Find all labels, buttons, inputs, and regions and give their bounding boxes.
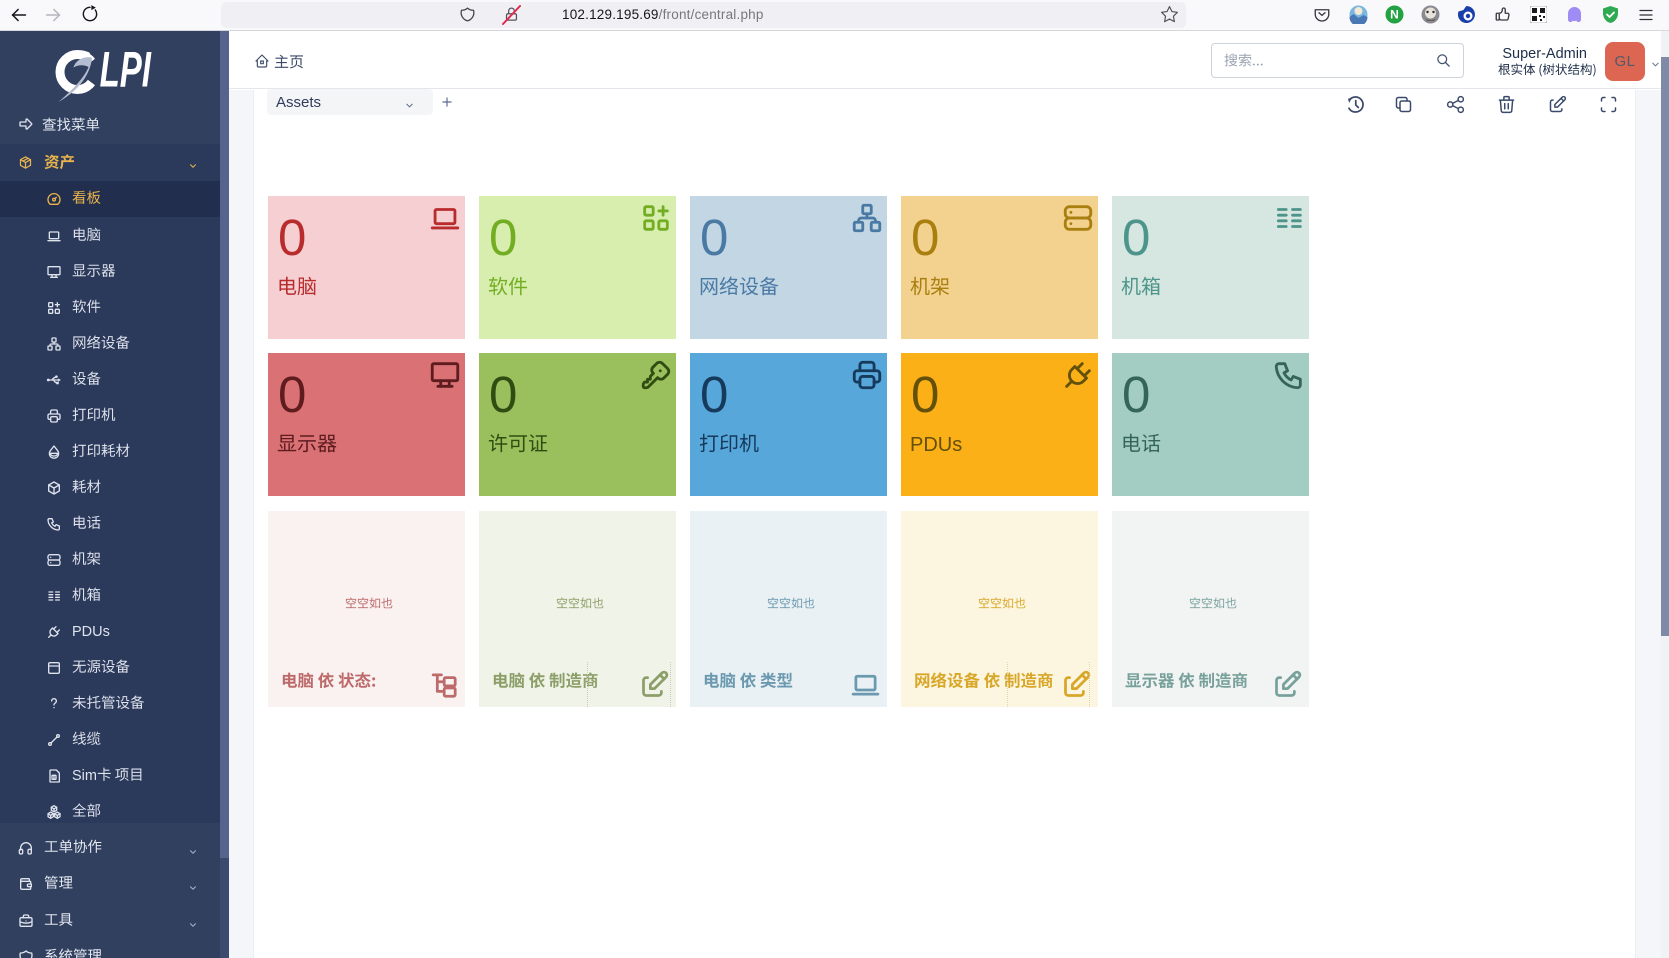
svg-text:N: N — [1390, 8, 1399, 22]
svg-text:LPI: LPI — [100, 42, 152, 97]
